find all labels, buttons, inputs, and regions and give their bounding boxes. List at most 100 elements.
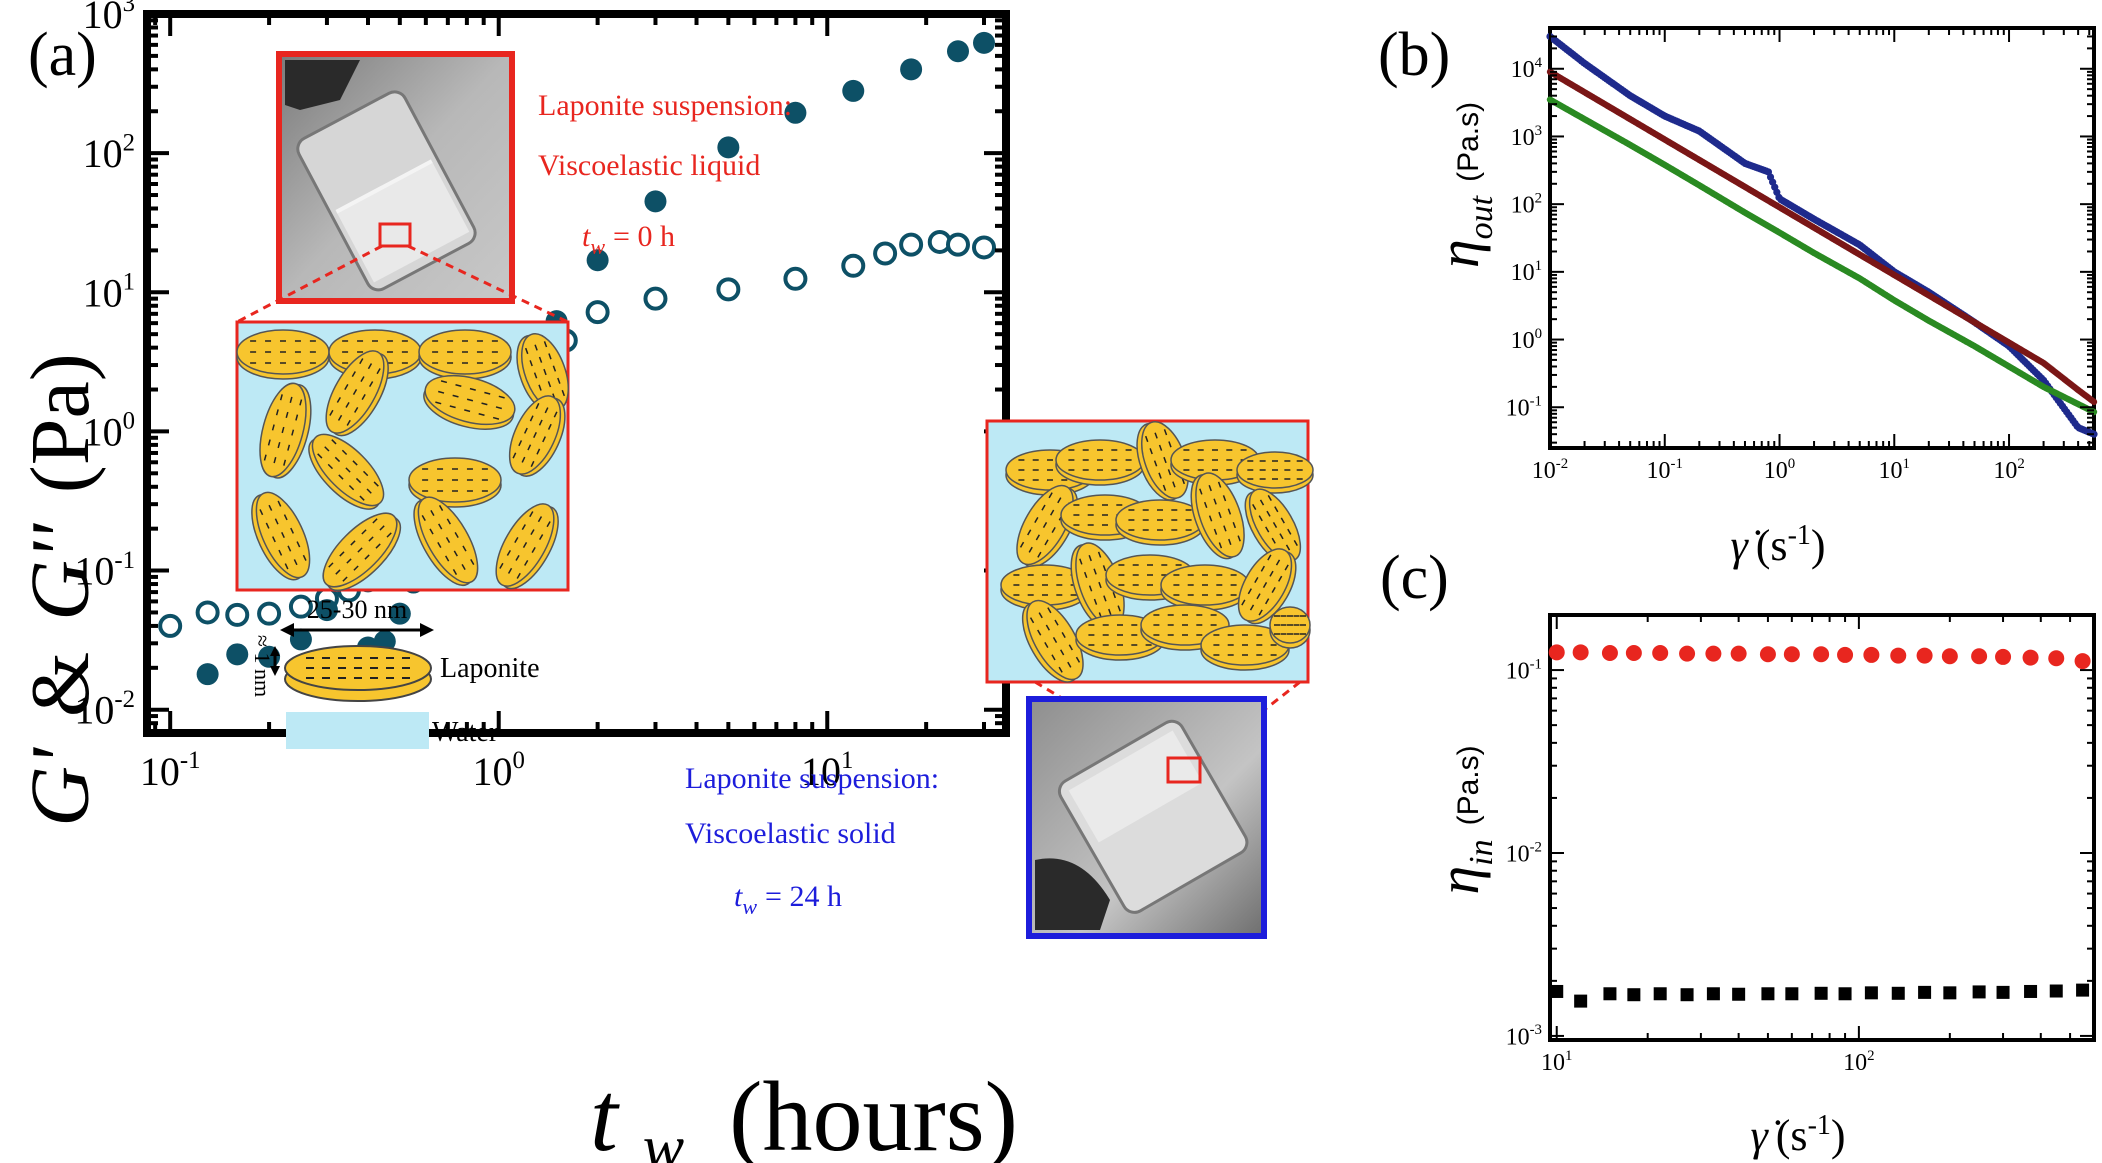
- xlabel-unit: (hours): [729, 1061, 1018, 1163]
- zoom-line-right-a: [407, 244, 569, 324]
- laponite-platelet: [259, 382, 312, 479]
- data-point-red: [1837, 646, 1854, 663]
- data-point-red: [1572, 644, 1589, 661]
- data-point-red: [1916, 647, 1933, 664]
- y-tick-label: 102: [1511, 190, 1542, 218]
- y-tick-label: 10-1: [1506, 394, 1542, 422]
- x-tick-label: 10-1: [1647, 456, 1683, 484]
- data-point-red: [1705, 645, 1722, 662]
- data-point-red: [1813, 646, 1830, 663]
- data-point-black: [1603, 987, 1617, 1001]
- xlabel-w: w: [643, 1114, 684, 1163]
- data-point-black: [1550, 984, 1564, 998]
- data-point-black: [1680, 988, 1694, 1002]
- data-point-red: [1652, 644, 1669, 661]
- laponite-platelet: [1269, 606, 1311, 649]
- laponite-platelet: [413, 496, 479, 587]
- svg-text:t w (hours): t w (hours): [590, 1061, 1018, 1163]
- y-tick-label: 103: [83, 0, 135, 37]
- liquid-sub: Viscoelastic liquid: [538, 149, 760, 182]
- svg-text:γ̇(s-1): γ̇ (s-1): [1750, 1110, 1845, 1160]
- panel-b-ylabel: ηout(Pa.s): [1426, 102, 1500, 268]
- data-point-red: [1890, 647, 1907, 664]
- data-point-red: [2048, 650, 2065, 667]
- y-tick-label: 104: [1511, 55, 1543, 83]
- laponite-platelet: [1136, 421, 1189, 501]
- data-point-gp: [784, 101, 807, 124]
- solid-tw: tw = 24 h: [734, 880, 842, 919]
- panel-b-plot: [1546, 26, 2098, 450]
- data-point-gp: [586, 249, 609, 272]
- data-point-black: [1706, 987, 1720, 1001]
- panel-a-ylabel: G' & G'' (Pa): [14, 353, 107, 827]
- laponite-platelet: [1055, 439, 1145, 486]
- panel-c-ticks: 101 102 10-3 10-2 10-1: [1506, 614, 2095, 1076]
- svg-text:γ̇(s-1): γ̇ (s-1): [1730, 520, 1825, 570]
- data-point-gpp: [716, 277, 741, 302]
- data-point-gpp: [783, 266, 808, 291]
- y-tick-label: 10-3: [1506, 1022, 1542, 1050]
- data-point-black: [1943, 986, 1957, 1000]
- solid-title: Laponite suspension:: [685, 762, 939, 795]
- data-point-red: [1679, 645, 1696, 662]
- laponite-platelet: [325, 350, 389, 437]
- laponite-platelet: [495, 503, 559, 590]
- panel-c-xlabel: γ̇ (s-1): [1750, 1110, 1845, 1160]
- plot-frame: [1548, 613, 2096, 1042]
- laponite-platelet: [508, 395, 566, 477]
- panel-label-b: (b): [1378, 21, 1450, 89]
- laponite-platelet: [1236, 451, 1314, 494]
- data-point-gp: [973, 31, 996, 54]
- data-point-black: [1761, 987, 1775, 1001]
- laponite-platelet: [516, 333, 569, 413]
- panel-label-a: (a): [28, 21, 97, 89]
- data-point-red: [1783, 646, 1800, 663]
- data-point-black: [1838, 987, 1852, 1001]
- plot-frame: [1548, 26, 2096, 450]
- data-point-gpp: [288, 594, 313, 619]
- data-point-black: [1814, 986, 1828, 1000]
- x-tick-label: 102: [1993, 456, 2024, 484]
- data-point-red: [1995, 648, 2012, 665]
- data-point-gpp: [841, 253, 866, 278]
- laponite-platelet: [408, 457, 502, 508]
- thickness-label: ≈ 1 nm: [250, 635, 275, 697]
- x-tick-label: 101: [1541, 1048, 1572, 1076]
- data-point-red: [2022, 649, 2039, 666]
- data-point-black: [2076, 983, 2090, 997]
- panel-c-ylabel: ηin(Pa.s): [1426, 745, 1500, 894]
- laponite-platelet: [1237, 548, 1297, 625]
- data-point-gpp: [257, 601, 282, 626]
- data-point-gpp: [158, 613, 183, 638]
- data-point-gp: [900, 58, 923, 81]
- data-point-red: [2074, 653, 2091, 670]
- data-point-gpp: [643, 286, 668, 311]
- data-point-gpp: [873, 241, 898, 266]
- laponite-platelet: [322, 512, 402, 592]
- panel-b-xlabel: γ̇ (s-1): [1730, 520, 1825, 570]
- laponite-platelet: [1160, 564, 1250, 611]
- y-tick-label: 10-2: [74, 686, 135, 733]
- x-tick-label: 10-1: [140, 747, 201, 794]
- data-point-red: [1941, 648, 1958, 665]
- y-tick-label: 100: [83, 408, 135, 455]
- data-point-black: [1891, 986, 1905, 1000]
- data-point-red: [1625, 644, 1642, 661]
- data-point-red: [1601, 644, 1618, 661]
- laponite-platelet: [308, 433, 385, 510]
- y-tick-label: 101: [83, 268, 135, 315]
- data-point-black: [1574, 994, 1588, 1008]
- liquid-tw: tw = 0 h: [582, 220, 675, 259]
- laponite-platelet: [1115, 499, 1205, 546]
- ylabel-amp: &: [14, 652, 107, 717]
- ylabel-g2: G'': [14, 522, 107, 621]
- laponite-platelet: [251, 491, 311, 581]
- data-point-black: [1918, 985, 1932, 999]
- laponite-platelet: [418, 329, 512, 380]
- data-point-gp: [196, 663, 219, 686]
- ylabel-unit: (Pa): [14, 353, 107, 493]
- data-point-maroon: [2090, 398, 2098, 406]
- data-point-black: [1996, 985, 2010, 999]
- liquid-vial-photo: [276, 51, 515, 304]
- data-point-gp: [226, 643, 249, 666]
